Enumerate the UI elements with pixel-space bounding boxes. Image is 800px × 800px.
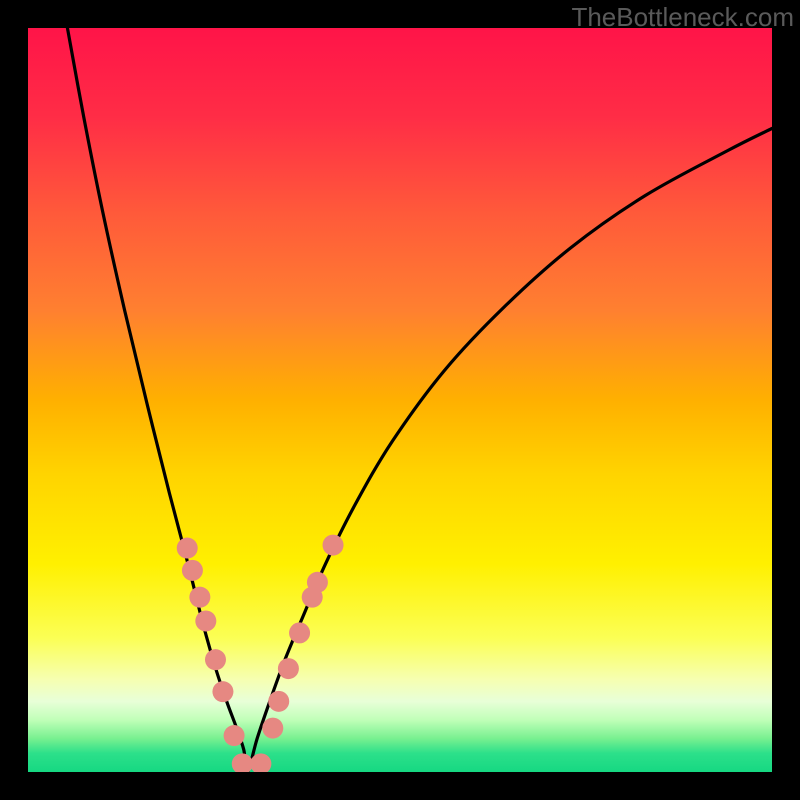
curve-marker	[289, 622, 310, 643]
curve-marker	[323, 535, 344, 556]
curve-marker	[307, 572, 328, 593]
curve-marker	[189, 587, 210, 608]
bottleneck-chart	[0, 0, 800, 800]
curve-marker	[195, 610, 216, 631]
curve-marker	[232, 753, 253, 774]
curve-marker	[182, 560, 203, 581]
curve-marker	[278, 658, 299, 679]
gradient-background	[28, 28, 772, 772]
curve-marker	[212, 681, 233, 702]
curve-marker	[177, 538, 198, 559]
curve-marker	[268, 691, 289, 712]
curve-marker	[205, 649, 226, 670]
curve-marker	[250, 753, 271, 774]
curve-marker	[262, 718, 283, 739]
curve-marker	[224, 725, 245, 746]
